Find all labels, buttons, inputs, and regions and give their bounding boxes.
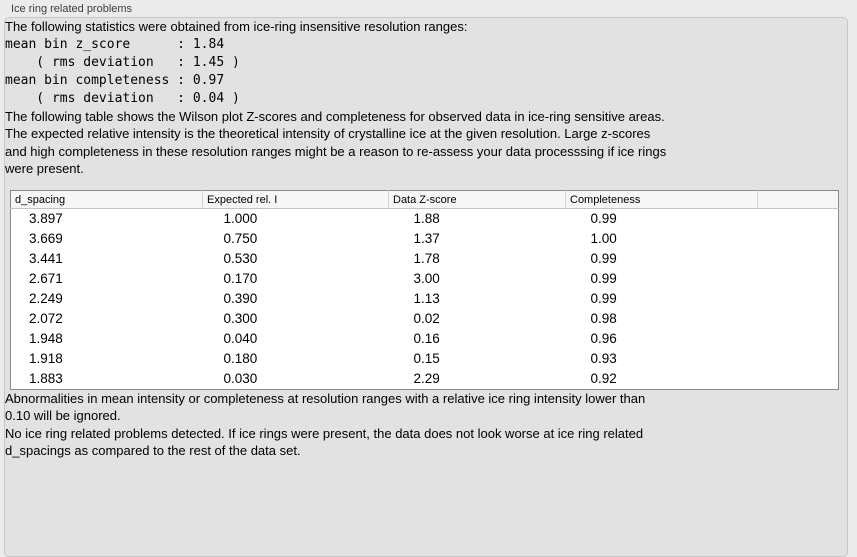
cell-d-spacing[interactable]: 1.948 xyxy=(29,330,63,346)
cell-data-z-score[interactable]: 3.00 xyxy=(413,270,440,286)
cell-data-z-score[interactable]: 1.13 xyxy=(413,290,440,306)
cell-expected-rel-i[interactable]: 0.390 xyxy=(223,290,258,306)
cell-expected-rel-i[interactable]: 0.030 xyxy=(223,370,258,386)
cell-completeness[interactable]: 0.92 xyxy=(590,370,617,386)
cell-data-z-score[interactable]: 2.29 xyxy=(413,370,440,386)
cell-d-spacing[interactable]: 2.249 xyxy=(29,290,63,306)
cell-d-spacing[interactable]: 1.883 xyxy=(29,370,63,386)
table-header-row: d_spacing Expected rel. I Data Z-score C… xyxy=(10,190,839,209)
cell-d-spacing[interactable]: 3.669 xyxy=(29,230,63,246)
cell-d-spacing[interactable]: 2.072 xyxy=(29,310,63,326)
column-header-data-z-score[interactable]: Data Z-score xyxy=(388,190,566,209)
ignore-note: Abnormalities in mean intensity or compl… xyxy=(5,390,646,424)
cell-completeness[interactable]: 0.96 xyxy=(590,330,617,346)
cell-empty xyxy=(758,309,839,329)
cell-data-z-score[interactable]: 1.78 xyxy=(413,250,440,266)
cell-empty xyxy=(758,249,839,269)
cell-completeness[interactable]: 1.00 xyxy=(590,230,617,246)
table-row[interactable]: 1.883 0.030 2.29 0.92 xyxy=(11,369,839,390)
table-row[interactable]: 1.918 0.180 0.15 0.93 xyxy=(11,349,839,369)
table-row[interactable]: 2.671 0.170 3.00 0.99 xyxy=(11,269,839,289)
cell-completeness[interactable]: 0.99 xyxy=(590,250,617,266)
column-header-expected-rel-i[interactable]: Expected rel. I xyxy=(202,190,389,209)
cell-empty xyxy=(758,369,839,390)
intro-text: The following statistics were obtained f… xyxy=(5,19,468,34)
table-row[interactable]: 2.249 0.390 1.13 0.99 xyxy=(11,289,839,309)
table-row[interactable]: 1.948 0.040 0.16 0.96 xyxy=(11,329,839,349)
cell-data-z-score[interactable]: 0.16 xyxy=(413,330,440,346)
cell-expected-rel-i[interactable]: 0.300 xyxy=(223,310,258,326)
cell-d-spacing[interactable]: 3.441 xyxy=(29,250,63,266)
table-body: 3.897 1.000 1.88 0.99 3.669 0.750 1.37 1… xyxy=(11,208,839,389)
column-header-d-spacing[interactable]: d_spacing xyxy=(10,190,203,209)
cell-completeness[interactable]: 0.99 xyxy=(590,270,617,286)
cell-empty xyxy=(758,289,839,309)
cell-empty xyxy=(758,349,839,369)
cell-empty xyxy=(758,269,839,289)
table-row[interactable]: 3.669 0.750 1.37 1.00 xyxy=(11,229,839,249)
cell-completeness[interactable]: 0.98 xyxy=(590,310,617,326)
ice-ring-table[interactable]: d_spacing Expected rel. I Data Z-score C… xyxy=(10,189,839,390)
column-header-completeness[interactable]: Completeness xyxy=(565,190,758,209)
cell-expected-rel-i[interactable]: 0.170 xyxy=(223,270,258,286)
conclusion-text: No ice ring related problems detected. I… xyxy=(5,425,644,459)
groupbox-title: Ice ring related problems xyxy=(11,3,133,15)
table-row[interactable]: 3.441 0.530 1.78 0.99 xyxy=(11,249,839,269)
cell-expected-rel-i[interactable]: 0.040 xyxy=(223,330,258,346)
cell-expected-rel-i[interactable]: 0.530 xyxy=(223,250,258,266)
column-header-empty xyxy=(757,190,839,209)
stats-block: mean bin z_score : 1.84 ( rms deviation … xyxy=(5,36,240,106)
cell-data-z-score[interactable]: 1.37 xyxy=(413,230,440,246)
cell-empty xyxy=(758,329,839,349)
cell-expected-rel-i[interactable]: 0.750 xyxy=(223,230,258,246)
description-text: The following table shows the Wilson plo… xyxy=(5,108,667,177)
table-header: d_spacing Expected rel. I Data Z-score C… xyxy=(10,190,839,209)
cell-expected-rel-i[interactable]: 0.180 xyxy=(223,350,258,366)
cell-d-spacing[interactable]: 3.897 xyxy=(29,210,63,226)
cell-completeness[interactable]: 0.99 xyxy=(590,210,617,226)
cell-data-z-score[interactable]: 1.88 xyxy=(413,210,440,226)
ice-ring-panel: The following statistics were obtained f… xyxy=(4,17,848,557)
cell-empty xyxy=(758,229,839,249)
cell-d-spacing[interactable]: 1.918 xyxy=(29,350,63,366)
cell-completeness[interactable]: 0.99 xyxy=(590,290,617,306)
cell-expected-rel-i[interactable]: 1.000 xyxy=(223,210,258,226)
cell-data-z-score[interactable]: 0.15 xyxy=(413,350,440,366)
cell-data-z-score[interactable]: 0.02 xyxy=(413,310,440,326)
cell-empty xyxy=(758,208,839,229)
table-row[interactable]: 2.072 0.300 0.02 0.98 xyxy=(11,309,839,329)
cell-completeness[interactable]: 0.93 xyxy=(590,350,617,366)
cell-d-spacing[interactable]: 2.671 xyxy=(29,270,63,286)
table-row[interactable]: 3.897 1.000 1.88 0.99 xyxy=(11,208,839,229)
